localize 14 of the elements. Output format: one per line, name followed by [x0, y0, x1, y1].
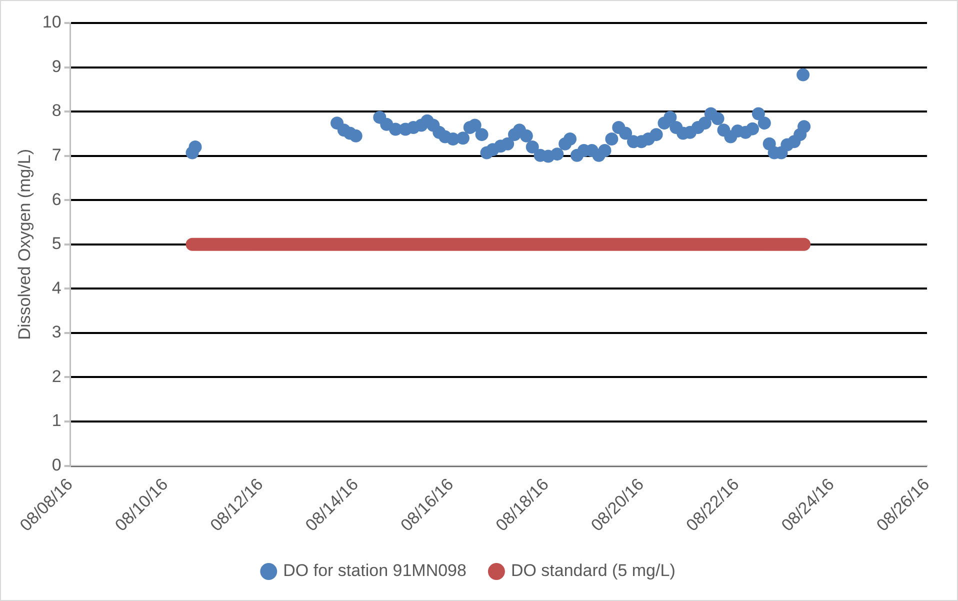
y-tick-label: 2	[52, 366, 62, 386]
y-tick-label: 9	[52, 56, 62, 76]
y-tick-label: 5	[52, 234, 62, 254]
y-tick-label: 4	[52, 278, 62, 298]
y-tick-label: 0	[52, 455, 62, 474]
legend-label: DO standard (5 mg/L)	[510, 561, 676, 580]
y-tick-label: 10	[42, 12, 62, 32]
legend-label: DO for station 91MN098	[283, 561, 466, 580]
y-axis-title: Dissolved Oxygen (mg/L)	[14, 148, 34, 340]
y-tick-label: 1	[52, 411, 62, 430]
y-tick-label: 3	[52, 322, 62, 342]
y-tick-label: 7	[52, 146, 62, 165]
y-tick-label: 6	[52, 190, 62, 209]
y-tick-label: 8	[52, 101, 62, 120]
